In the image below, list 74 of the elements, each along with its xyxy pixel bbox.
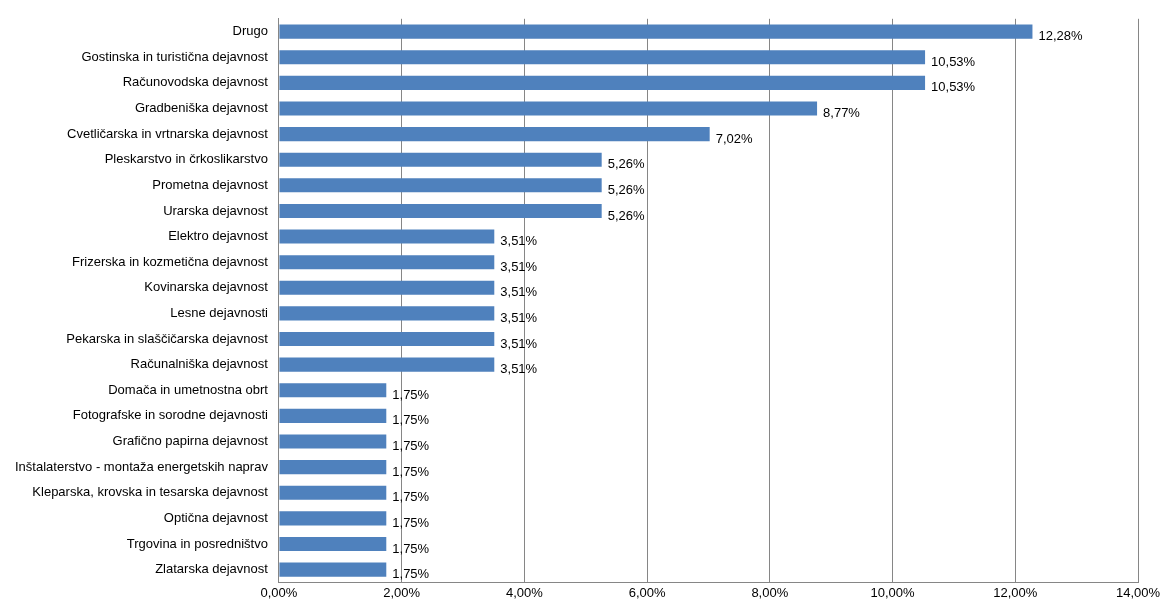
y-tick-label: Domača in umetnostna obrt bbox=[108, 381, 269, 397]
data-label: 10,53% bbox=[931, 53, 976, 69]
y-tick-label: Frizerska in kozmetična dejavnost bbox=[72, 253, 269, 269]
y-tick-label: Prometna dejavnost bbox=[152, 176, 269, 192]
data-label: 8,77% bbox=[823, 105, 861, 121]
data-label: 5,26% bbox=[607, 207, 645, 223]
data-label: 3,51% bbox=[500, 335, 538, 351]
x-tick-label: 0,00% bbox=[260, 584, 298, 600]
data-label: 12,28% bbox=[1038, 28, 1083, 44]
data-label: 1,75% bbox=[392, 438, 430, 454]
y-tick-label: Zlatarska dejavnost bbox=[155, 561, 269, 577]
y-tick-label: Fotografske in sorodne dejavnosti bbox=[72, 407, 269, 423]
bar bbox=[279, 280, 495, 295]
data-label: 5,26% bbox=[607, 156, 645, 172]
bar bbox=[279, 562, 387, 577]
bar bbox=[279, 357, 495, 372]
y-tick-label: Lesne dejavnosti bbox=[170, 304, 269, 320]
data-label: 10,53% bbox=[931, 79, 976, 95]
y-tick-label: Kleparska, krovska in tesarska dejavnost bbox=[32, 484, 269, 500]
bar bbox=[279, 127, 710, 142]
bar bbox=[279, 255, 495, 270]
y-tick-label: Gradbeniška dejavnost bbox=[134, 100, 269, 116]
data-label: 1,75% bbox=[392, 412, 430, 428]
bar bbox=[279, 178, 602, 193]
bar bbox=[279, 511, 387, 526]
bar bbox=[279, 460, 387, 475]
x-tick-label: 2,00% bbox=[383, 584, 421, 600]
data-label: 1,75% bbox=[392, 463, 430, 479]
bar bbox=[279, 485, 387, 500]
y-tick-label: Elektro dejavnost bbox=[168, 228, 269, 244]
bar bbox=[279, 24, 1033, 39]
data-label: 3,51% bbox=[500, 361, 538, 377]
y-tick-label: Pekarska in slaščičarska dejavnost bbox=[66, 330, 269, 346]
data-label: 1,75% bbox=[392, 514, 430, 530]
data-label: 1,75% bbox=[392, 566, 430, 582]
x-tick-label: 12,00% bbox=[993, 584, 1038, 600]
data-label: 1,75% bbox=[392, 489, 430, 505]
y-tick-label: Računalniška dejavnost bbox=[130, 356, 269, 372]
y-tick-label: Inštalaterstvo - montaža energetskih naprav bbox=[14, 458, 269, 474]
y-tick-label: Računovodska dejavnost bbox=[122, 74, 269, 90]
y-tick-label: Pleskarstvo in črkoslikarstvo bbox=[104, 151, 268, 167]
data-label: 3,51% bbox=[500, 309, 538, 325]
x-tick-label: 14,00% bbox=[1115, 584, 1161, 600]
data-label: 7,02% bbox=[715, 130, 753, 146]
data-label: 5,26% bbox=[607, 181, 645, 197]
x-tick-label: 10,00% bbox=[870, 584, 916, 600]
bar bbox=[279, 50, 926, 65]
y-tick-label: Cvetličarska in vrtnarska dejavnost bbox=[67, 125, 269, 141]
bar bbox=[279, 229, 495, 244]
y-tick-label: Trgovina in posredništvo bbox=[126, 535, 268, 551]
data-label: 1,75% bbox=[392, 540, 430, 556]
bar bbox=[279, 331, 495, 347]
data-label: 3,51% bbox=[500, 284, 538, 300]
y-tick-label: Urarska dejavnost bbox=[163, 202, 269, 218]
bar bbox=[279, 203, 602, 218]
data-label: 3,51% bbox=[500, 258, 538, 274]
bar bbox=[279, 408, 387, 423]
y-tick-label: Gostinska in turistična dejavnost bbox=[81, 48, 269, 64]
bar bbox=[279, 75, 926, 90]
y-tick-label: Kovinarska dejavnost bbox=[144, 279, 269, 295]
y-tick-label: Grafično papirna dejavnost bbox=[112, 433, 269, 449]
data-label: 1,75% bbox=[392, 386, 430, 402]
y-tick-label: Optična dejavnost bbox=[163, 509, 269, 525]
bar bbox=[279, 101, 818, 116]
x-tick-label: 6,00% bbox=[628, 584, 666, 600]
x-tick-label: 8,00% bbox=[751, 584, 789, 600]
x-tick-label: 4,00% bbox=[505, 584, 544, 600]
data-label: 3,51% bbox=[500, 233, 538, 249]
y-tick-label: Drugo bbox=[232, 23, 268, 39]
bar bbox=[279, 536, 387, 552]
bar bbox=[279, 306, 495, 321]
bar bbox=[279, 152, 602, 167]
bar bbox=[279, 434, 387, 449]
bar bbox=[279, 383, 387, 398]
